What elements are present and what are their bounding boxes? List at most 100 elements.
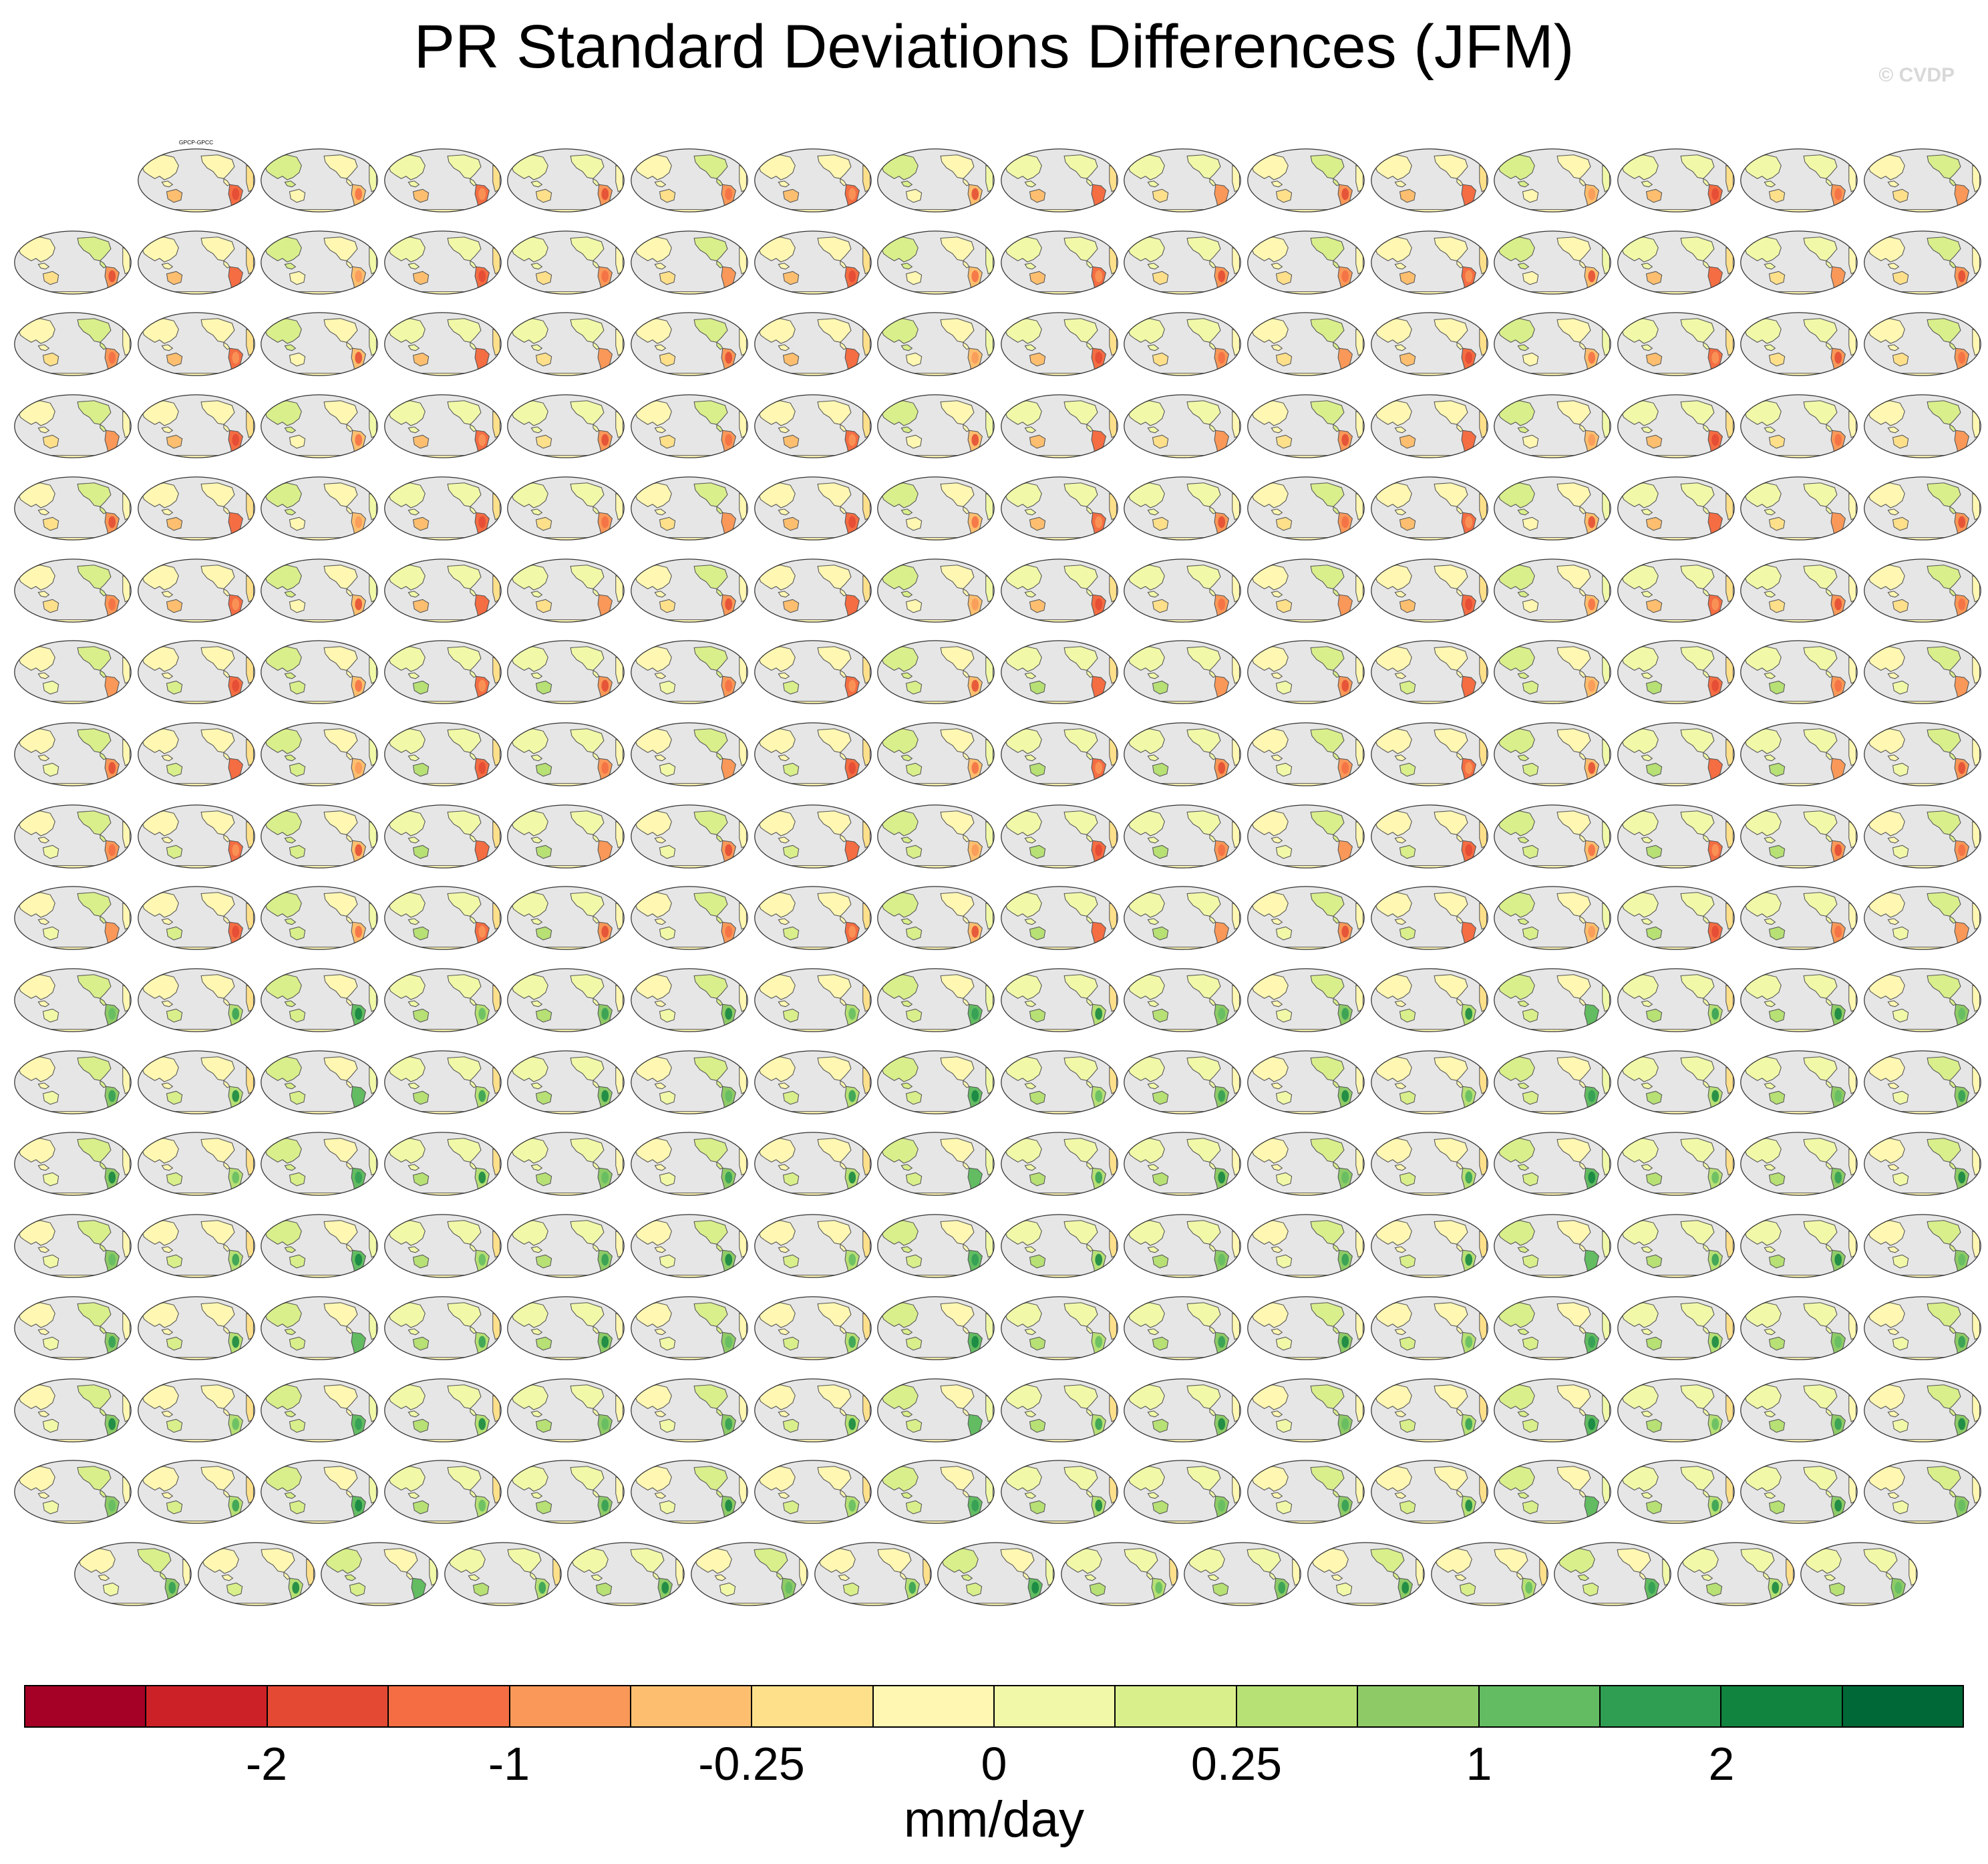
land-region bbox=[716, 178, 723, 186]
land-region bbox=[37, 754, 50, 762]
land-region bbox=[1089, 1582, 1106, 1597]
land-region bbox=[654, 672, 667, 679]
world-map bbox=[754, 1214, 872, 1278]
world-map bbox=[14, 1050, 132, 1114]
land-region bbox=[593, 1161, 601, 1171]
land-region bbox=[1826, 1489, 1834, 1498]
land-region bbox=[1515, 209, 1590, 212]
map-panel bbox=[506, 1369, 625, 1444]
world-map bbox=[1494, 886, 1612, 951]
land-region bbox=[344, 1574, 357, 1581]
land-region bbox=[536, 1500, 552, 1515]
anomaly-blob bbox=[355, 1418, 363, 1430]
world-map bbox=[1617, 1296, 1735, 1360]
map-panel bbox=[383, 631, 502, 706]
land-region bbox=[659, 1418, 676, 1433]
land-region bbox=[1522, 1418, 1539, 1433]
land-region bbox=[407, 836, 420, 843]
land-region bbox=[862, 1394, 870, 1422]
land-region bbox=[1762, 1438, 1836, 1442]
map-panel bbox=[13, 1205, 132, 1279]
land-region bbox=[1725, 247, 1733, 275]
land-region bbox=[530, 1328, 543, 1336]
map-panel bbox=[1863, 1041, 1982, 1116]
world-map bbox=[1494, 558, 1612, 623]
land-region bbox=[1275, 353, 1293, 367]
land-region bbox=[782, 271, 799, 285]
land-region bbox=[1275, 680, 1293, 695]
land-region bbox=[1826, 506, 1834, 514]
land-region bbox=[1152, 927, 1169, 941]
land-region bbox=[1848, 985, 1857, 1012]
land-region bbox=[1269, 1571, 1277, 1580]
map-panel bbox=[197, 1533, 316, 1607]
world-map bbox=[1000, 722, 1118, 786]
anomaly-blob bbox=[1711, 270, 1719, 283]
land-region bbox=[1209, 1407, 1217, 1416]
world-map bbox=[261, 1460, 379, 1524]
map-panel bbox=[1740, 1205, 1858, 1279]
land-region bbox=[839, 260, 847, 269]
anomaly-blob bbox=[168, 1581, 176, 1594]
anomaly-blob bbox=[1401, 1581, 1410, 1594]
land-region bbox=[1456, 1326, 1464, 1334]
world-map bbox=[631, 640, 748, 704]
land-region bbox=[1275, 844, 1293, 859]
land-region bbox=[1152, 516, 1169, 531]
land-region bbox=[100, 341, 107, 351]
land-region bbox=[1762, 619, 1836, 622]
land-region bbox=[898, 619, 973, 622]
land-region bbox=[369, 165, 377, 192]
map-panel bbox=[1000, 1450, 1119, 1525]
land-region bbox=[1146, 373, 1220, 376]
world-map bbox=[507, 968, 625, 1032]
map-panel bbox=[506, 139, 625, 214]
land-region bbox=[470, 587, 477, 597]
map-panel bbox=[383, 959, 502, 1034]
land-region bbox=[1885, 209, 1960, 212]
land-region bbox=[593, 833, 601, 842]
land-region bbox=[1602, 657, 1611, 684]
land-region bbox=[245, 903, 254, 930]
anomaly-blob bbox=[1218, 1253, 1226, 1266]
land-region bbox=[1109, 820, 1117, 848]
land-region bbox=[1478, 985, 1487, 1012]
land-region bbox=[1602, 1394, 1611, 1422]
land-region bbox=[1147, 508, 1160, 516]
land-region bbox=[1335, 1582, 1353, 1597]
land-region bbox=[652, 536, 727, 540]
land-region bbox=[1517, 1164, 1530, 1171]
land-region bbox=[412, 762, 430, 777]
land-region bbox=[900, 426, 913, 434]
anomaly-blob bbox=[355, 188, 363, 200]
map-panel bbox=[1617, 959, 1735, 1034]
land-region bbox=[405, 209, 480, 212]
land-region bbox=[1152, 1500, 1169, 1515]
land-region bbox=[1355, 657, 1363, 684]
land-region bbox=[349, 1582, 366, 1597]
land-region bbox=[1392, 291, 1466, 294]
map-panel bbox=[876, 713, 995, 788]
land-region bbox=[369, 1231, 377, 1258]
anomaly-blob bbox=[1341, 844, 1349, 856]
anomaly-blob bbox=[1834, 434, 1842, 446]
land-region bbox=[1826, 833, 1834, 842]
land-region bbox=[1478, 411, 1487, 438]
world-map bbox=[14, 394, 132, 458]
land-region bbox=[1109, 1394, 1117, 1422]
anomaly-blob bbox=[1464, 679, 1472, 692]
land-region bbox=[222, 1489, 230, 1498]
land-region bbox=[1641, 1000, 1653, 1007]
land-region bbox=[1949, 1161, 1957, 1171]
world-map bbox=[1494, 1296, 1612, 1360]
map-panel bbox=[1740, 549, 1858, 624]
land-region bbox=[1583, 1582, 1599, 1597]
land-region bbox=[1515, 619, 1590, 622]
land-region bbox=[1209, 1326, 1217, 1334]
land-region bbox=[593, 1080, 601, 1088]
map-panel bbox=[1000, 1205, 1119, 1279]
world-map bbox=[877, 1050, 995, 1114]
land-region bbox=[492, 985, 500, 1012]
land-region bbox=[659, 680, 676, 695]
world-map bbox=[877, 886, 995, 951]
